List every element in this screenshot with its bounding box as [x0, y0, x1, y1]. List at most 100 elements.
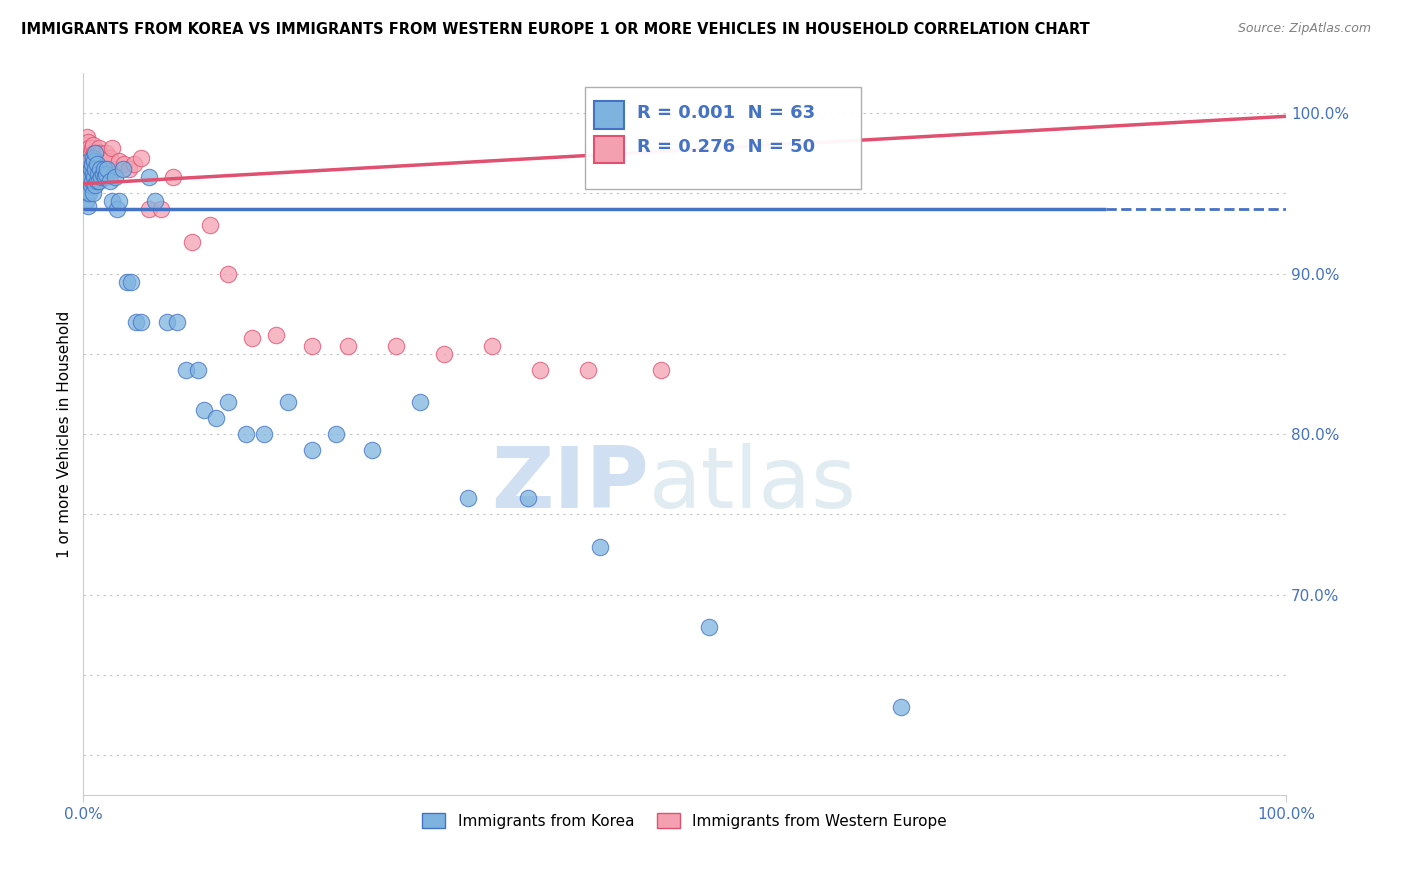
Text: R = 0.001  N = 63: R = 0.001 N = 63: [637, 103, 814, 121]
Point: [150, 202, 173, 217]
Point: [83, 146, 105, 161]
Point: [80, 157, 103, 171]
Point: [145, 194, 167, 209]
Point: [79, 162, 101, 177]
Point: [174, 363, 197, 377]
Point: [98, 151, 121, 165]
Point: [76, 162, 98, 177]
Point: [193, 403, 215, 417]
Point: [96, 154, 118, 169]
Point: [86, 146, 108, 161]
Point: [589, 540, 612, 554]
Point: [83, 170, 105, 185]
Point: [217, 395, 239, 409]
Point: [80, 157, 103, 171]
Point: [187, 363, 209, 377]
Point: [79, 162, 101, 177]
FancyBboxPatch shape: [585, 87, 862, 188]
Point: [104, 162, 127, 177]
Point: [90, 170, 112, 185]
Point: [517, 491, 540, 506]
Point: [253, 427, 276, 442]
Point: [79, 178, 101, 193]
Point: [118, 162, 141, 177]
Point: [325, 427, 347, 442]
Point: [86, 173, 108, 187]
Point: [217, 267, 239, 281]
Point: [409, 395, 432, 409]
Point: [87, 173, 110, 187]
Point: [129, 315, 152, 329]
Point: [235, 427, 257, 442]
Point: [93, 151, 115, 165]
Point: [578, 363, 600, 377]
Point: [138, 202, 160, 217]
Point: [96, 162, 118, 177]
FancyBboxPatch shape: [595, 136, 624, 163]
Point: [76, 130, 98, 145]
FancyBboxPatch shape: [595, 101, 624, 128]
Point: [101, 141, 124, 155]
Point: [264, 327, 287, 342]
Point: [697, 620, 720, 634]
Point: [198, 219, 221, 233]
Point: [162, 170, 184, 185]
Point: [77, 135, 100, 149]
Point: [82, 154, 104, 169]
Point: [91, 167, 114, 181]
Point: [361, 443, 384, 458]
Point: [890, 700, 912, 714]
Point: [93, 162, 115, 177]
Point: [79, 141, 101, 155]
Point: [129, 151, 152, 165]
Point: [75, 138, 97, 153]
Point: [385, 339, 408, 353]
Point: [94, 167, 117, 181]
Point: [650, 363, 672, 377]
Point: [166, 315, 188, 329]
Point: [103, 170, 125, 185]
Point: [82, 167, 104, 181]
Point: [75, 170, 97, 185]
Point: [120, 275, 142, 289]
Point: [94, 146, 117, 161]
Point: [122, 157, 145, 171]
Text: Source: ZipAtlas.com: Source: ZipAtlas.com: [1237, 22, 1371, 36]
Point: [115, 275, 138, 289]
Point: [156, 315, 179, 329]
Point: [433, 347, 456, 361]
Point: [91, 162, 114, 177]
Text: atlas: atlas: [648, 443, 856, 526]
Point: [84, 178, 107, 193]
Text: ZIP: ZIP: [491, 443, 648, 526]
Point: [86, 157, 108, 171]
Point: [98, 173, 121, 187]
Point: [77, 173, 100, 187]
Point: [84, 146, 107, 161]
Point: [336, 339, 359, 353]
Point: [529, 363, 551, 377]
Point: [94, 170, 117, 185]
Point: [79, 154, 101, 169]
Text: R = 0.276  N = 50: R = 0.276 N = 50: [637, 138, 814, 156]
Point: [481, 339, 503, 353]
Point: [457, 491, 479, 506]
Point: [79, 170, 101, 185]
Point: [101, 194, 124, 209]
Point: [76, 186, 98, 201]
Point: [84, 162, 107, 177]
Point: [105, 202, 128, 217]
Point: [80, 173, 103, 187]
Point: [82, 151, 104, 165]
Point: [76, 146, 98, 161]
Point: [77, 151, 100, 165]
Point: [79, 186, 101, 201]
Point: [87, 151, 110, 165]
Text: IMMIGRANTS FROM KOREA VS IMMIGRANTS FROM WESTERN EUROPE 1 OR MORE VEHICLES IN HO: IMMIGRANTS FROM KOREA VS IMMIGRANTS FROM…: [21, 22, 1090, 37]
Point: [125, 315, 148, 329]
Point: [94, 157, 117, 171]
Point: [84, 167, 107, 181]
Point: [77, 199, 100, 213]
Point: [138, 170, 160, 185]
Point: [80, 141, 103, 155]
